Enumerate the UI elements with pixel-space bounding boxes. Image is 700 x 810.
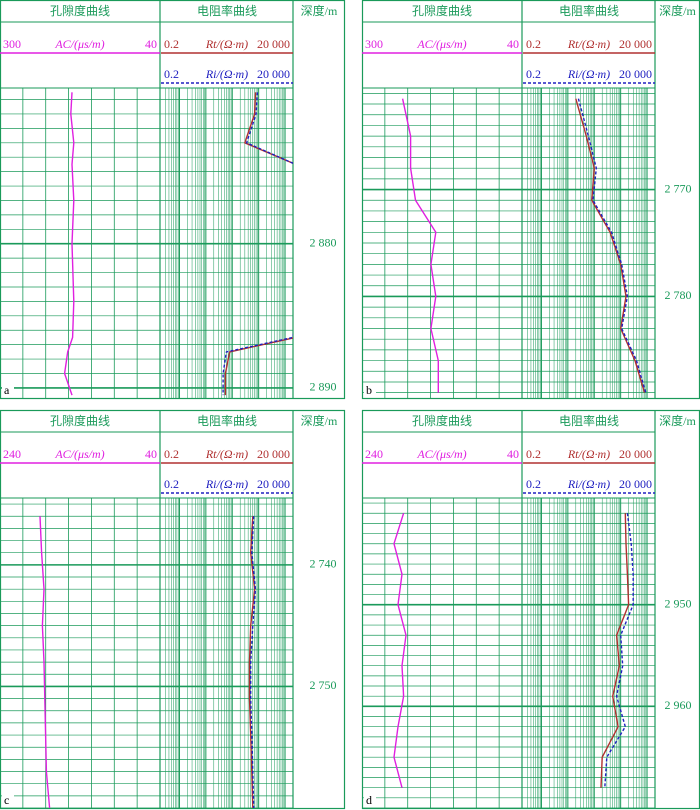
scale-min: 0.2 — [526, 447, 541, 461]
curves — [63, 92, 293, 396]
log-curve — [604, 513, 634, 788]
scale-max: 40 — [507, 37, 519, 51]
legend-label: Ri/(Ω·m) — [567, 477, 610, 491]
scale-min: 0.2 — [164, 37, 179, 51]
log-curve — [250, 516, 257, 808]
scale-max: 20 000 — [257, 37, 290, 51]
panel-label: a — [4, 383, 10, 397]
panel-label: c — [4, 793, 9, 807]
scale-min: 240 — [3, 447, 21, 461]
y-tick-label: 2 740 — [310, 557, 337, 571]
scale-min: 0.2 — [526, 37, 541, 51]
log-curve — [393, 512, 407, 788]
panel-label-bg — [2, 384, 14, 397]
track-title: 电阻率曲线 — [197, 3, 257, 18]
curves — [39, 516, 257, 808]
scale-max: 20 000 — [257, 447, 290, 461]
scale-max: 20 000 — [619, 477, 652, 491]
panel-frame — [0, 409, 346, 810]
scale-max: 20 000 — [257, 67, 290, 81]
track-title: 孔隙度曲线 — [412, 413, 472, 428]
scale-min: 0.2 — [164, 67, 179, 81]
log-curve — [575, 98, 646, 393]
legend-label: Ri/(Ω·m) — [567, 67, 610, 81]
legend-label: Rt/(Ω·m) — [567, 37, 610, 51]
scale-min: 0.2 — [526, 67, 541, 81]
log-curve — [248, 516, 256, 808]
legend-label: AC/(μs/m) — [416, 37, 466, 51]
y-tick-label: 2 880 — [310, 235, 337, 249]
scale-max: 20 000 — [619, 37, 652, 51]
y-tick-label: 2 960 — [665, 698, 692, 712]
track-title: 孔隙度曲线 — [50, 413, 110, 428]
legend-label: Rt/(Ω·m) — [205, 37, 248, 51]
y-tick-label: 2 950 — [665, 596, 692, 610]
track-title: 电阻率曲线 — [559, 3, 619, 18]
track-title: 电阻率曲线 — [197, 413, 257, 428]
log-curve — [401, 98, 439, 393]
scale-min: 0.2 — [526, 477, 541, 491]
panel-label: d — [366, 793, 372, 807]
track-title: 孔隙度曲线 — [50, 3, 110, 18]
legend-label: Rt/(Ω·m) — [205, 447, 248, 461]
track-title: 深度/m — [301, 3, 338, 18]
legend-label: AC/(μs/m) — [416, 447, 466, 461]
scale-min: 300 — [3, 37, 21, 51]
scale-min: 0.2 — [164, 477, 179, 491]
legend-label: AC/(μs/m) — [54, 447, 104, 461]
panel-label-bg — [364, 384, 376, 397]
track-title: 电阻率曲线 — [559, 413, 619, 428]
y-tick-label: 2 890 — [310, 380, 337, 394]
log-curve — [39, 516, 51, 808]
panel-label: b — [366, 383, 372, 397]
scale-max: 40 — [145, 37, 157, 51]
panel-label-bg — [2, 794, 14, 807]
track-title: 深度/m — [659, 3, 696, 18]
y-tick-label: 2 780 — [665, 288, 692, 302]
scale-min: 300 — [365, 37, 383, 51]
scale-max: 20 000 — [619, 447, 652, 461]
log-curve — [222, 92, 293, 396]
curves — [393, 512, 634, 788]
panel-label-bg — [364, 794, 376, 807]
scale-max: 40 — [507, 447, 519, 461]
scale-min: 240 — [365, 447, 383, 461]
scale-min: 0.2 — [164, 447, 179, 461]
track-title: 深度/m — [659, 413, 696, 428]
panel-frame — [0, 0, 346, 400]
log-curve — [577, 98, 647, 393]
scale-max: 20 000 — [619, 67, 652, 81]
log-curve — [600, 513, 630, 788]
legend-label: Ri/(Ω·m) — [205, 67, 248, 81]
track-title: 孔隙度曲线 — [412, 3, 472, 18]
y-tick-label: 2 750 — [310, 678, 337, 692]
y-tick-label: 2 770 — [665, 181, 692, 195]
track-title: 深度/m — [301, 413, 338, 428]
legend-label: Ri/(Ω·m) — [205, 477, 248, 491]
log-curve — [63, 92, 75, 396]
log-curve — [224, 92, 293, 396]
scale-max: 20 000 — [257, 477, 290, 491]
legend-label: Rt/(Ω·m) — [567, 447, 610, 461]
scale-max: 40 — [145, 447, 157, 461]
legend-label: AC/(μs/m) — [54, 37, 104, 51]
curves — [401, 98, 647, 393]
